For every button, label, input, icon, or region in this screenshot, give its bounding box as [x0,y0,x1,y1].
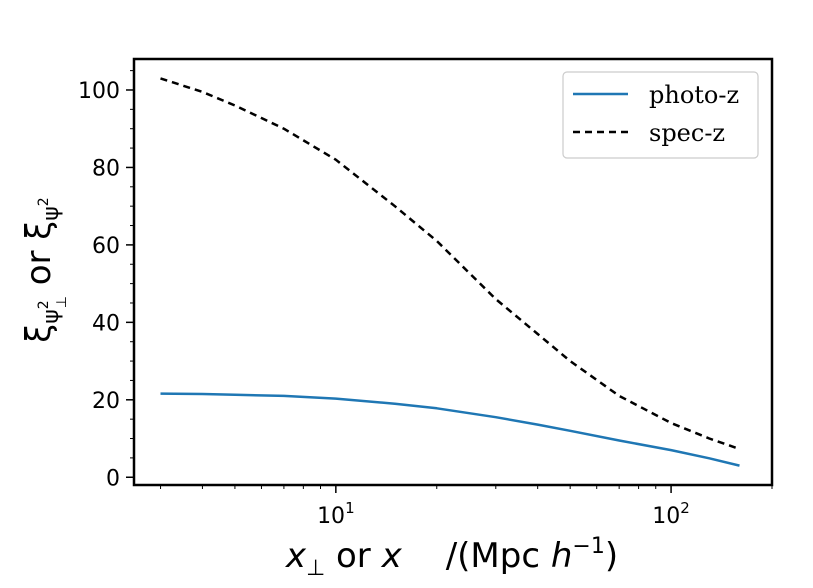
x-axis-title: x⊥ or x/(Mpc h−1) [285,534,618,581]
legend-label-spec-z: spec-z [649,119,725,147]
series-layer [160,77,740,467]
legend: photo-z spec-z [562,71,759,159]
ticks-layer: 0 20 40 60 80 100 101 102 [78,70,773,529]
y-tick-label: 40 [92,311,120,336]
y-tick-label: 80 [92,156,120,181]
y-tick-label: 20 [92,389,120,414]
plot-frame [132,57,774,487]
series-line-photo-z [160,392,740,467]
y-tick-label: 0 [106,466,120,491]
y-tick-label: 60 [92,234,120,259]
x-tick-label: 101 [317,499,355,529]
legend-label-photo-z: photo-z [649,81,739,109]
y-axis-title: ξψ2 ⊥ or ξψ2 [19,197,70,342]
series-line-spec-z [160,77,740,451]
x-tick-label: 102 [652,499,690,529]
y-tick-label: 100 [78,79,120,104]
